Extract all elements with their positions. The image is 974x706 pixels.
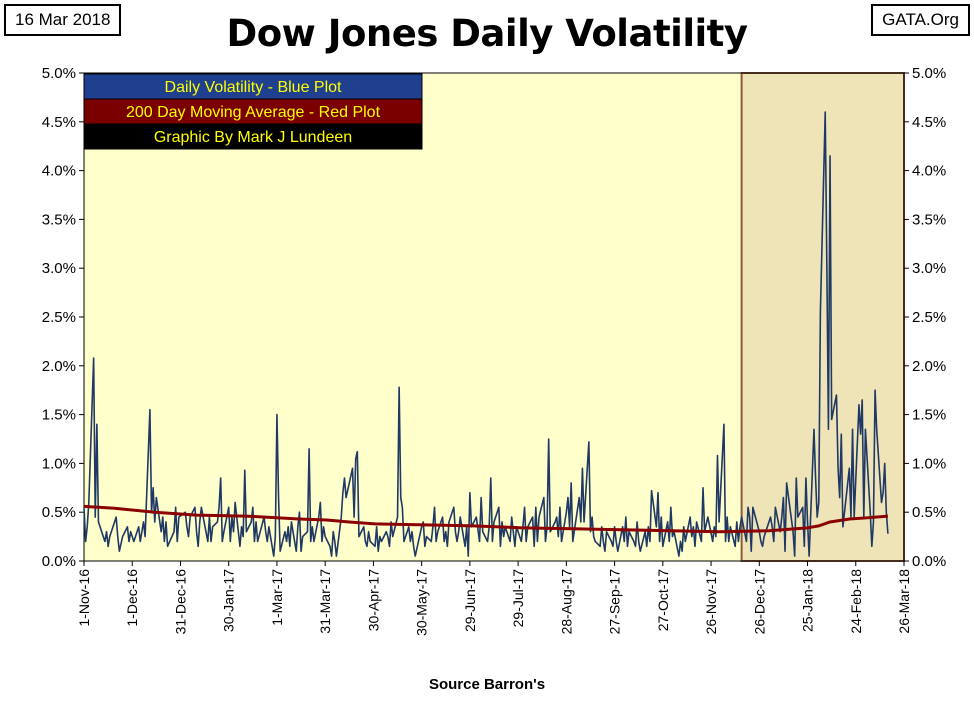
legend-entry-box (83, 123, 423, 150)
legend-entry-box (83, 98, 423, 125)
y-tick-label-left: 3.0% (42, 260, 76, 277)
x-tick-label: 26-Dec-17 (751, 569, 767, 635)
y-tick-label-left: 0.0% (42, 553, 76, 570)
x-tick-label: 26-Mar-18 (896, 569, 912, 634)
y-tick-label-right: 2.0% (912, 358, 946, 375)
y-tick-label-right: 2.5% (912, 309, 946, 326)
x-tick-label: 29-Jul-17 (510, 569, 526, 628)
x-tick-label: 30-Jan-17 (221, 569, 237, 632)
date-label: 16 Mar 2018 (4, 4, 122, 36)
x-tick-label: 27-Sep-17 (607, 569, 623, 635)
x-tick-label: 30-Apr-17 (365, 569, 381, 631)
plot-frame (83, 72, 905, 562)
x-tick-label: 1-Nov-16 (76, 569, 92, 627)
y-tick-label-left: 3.5% (42, 211, 76, 228)
x-tick-label: 25-Jan-18 (800, 569, 816, 632)
legend-entry-box (83, 73, 423, 100)
moving-average-line (83, 504, 889, 534)
legend-entry-label: 200 Day Moving Average - Red Plot (126, 104, 381, 121)
legend-entry-label: Daily Volatility - Blue Plot (165, 79, 343, 96)
x-tick-label: 31-Mar-17 (317, 569, 333, 634)
y-tick-label-right: 3.0% (912, 260, 946, 277)
y-tick-label-left: 5.0% (42, 65, 76, 82)
y-tick-label-left: 4.5% (42, 114, 76, 131)
x-tick-label: 30-May-17 (414, 569, 430, 636)
x-tick-label: 24-Feb-18 (848, 569, 864, 634)
y-tick-label-right: 0.5% (912, 504, 946, 521)
highlight-region (740, 72, 905, 562)
y-tick-label-left: 2.0% (42, 358, 76, 375)
x-axis-title: Source Barron's (428, 676, 546, 693)
y-tick-label-left: 1.0% (42, 455, 76, 472)
y-tick-label-right: 1.5% (912, 407, 946, 424)
y-tick-label-right: 5.0% (912, 65, 946, 82)
y-tick-label-right: 1.0% (912, 455, 946, 472)
y-tick-label-left: 1.5% (42, 407, 76, 424)
y-tick-label-right: 3.5% (912, 211, 946, 228)
x-tick-label: 1-Dec-16 (124, 569, 140, 627)
plot-area (84, 73, 904, 561)
y-tick-label-left: 0.5% (42, 504, 76, 521)
x-tick-label: 29-Jun-17 (462, 569, 478, 632)
y-tick-label-right: 4.5% (912, 114, 946, 131)
volatility-line (83, 111, 889, 557)
x-tick-label: 31-Dec-16 (172, 569, 188, 635)
y-tick-label-left: 4.0% (42, 163, 76, 180)
y-tick-label-right: 4.0% (912, 163, 946, 180)
x-tick-label: 1-Mar-17 (269, 569, 285, 626)
chart-title: Dow Jones Daily Volatility (226, 12, 749, 55)
legend-entry-label: Graphic By Mark J Lundeen (154, 129, 352, 146)
x-tick-label: 28-Aug-17 (558, 569, 574, 635)
y-tick-label-left: 2.5% (42, 309, 76, 326)
y-tick-label-right: 0.0% (912, 553, 946, 570)
x-tick-label: 27-Oct-17 (655, 569, 671, 631)
source-label: GATA.Org (871, 4, 970, 36)
x-tick-label: 26-Nov-17 (703, 569, 719, 635)
